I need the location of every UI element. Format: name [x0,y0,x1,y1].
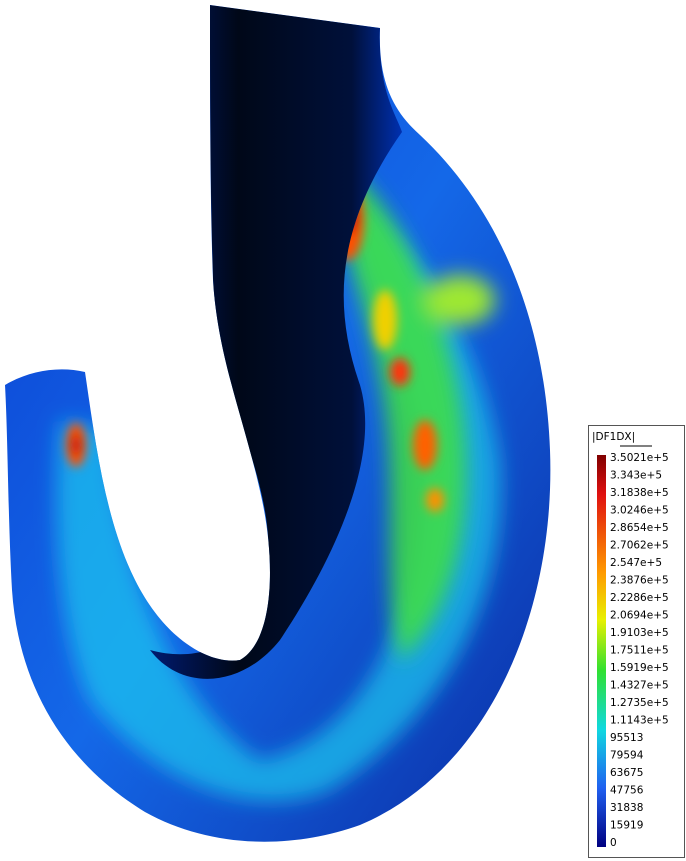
legend-label: 3.0246e+5 [610,505,669,517]
legend-label: 3.5021e+5 [610,452,669,464]
fea-view: |DF1DX| 3.5021e+5 3.343e+5 3.1838e+5 3.0246… [0,0,686,861]
color-bar [597,455,606,847]
page: |DF1DX| 3.5021e+5 3.343e+5 3.1838e+5 3.0246… [0,0,686,861]
legend-label: 95513 [610,732,643,744]
legend-label: 1.7511e+5 [610,645,669,657]
legend-label: 1.5919e+5 [610,662,669,674]
legend-label: 15919 [610,820,643,832]
legend-label: 1.1143e+5 [610,715,669,727]
legend: |DF1DX| 3.5021e+5 3.343e+5 3.1838e+5 3.0246… [589,426,685,858]
legend-label: 2.3876e+5 [610,575,669,587]
legend-label: 3.1838e+5 [610,487,669,499]
legend-label: 1.9103e+5 [610,627,669,639]
legend-label: 2.547e+5 [610,557,662,569]
legend-label: 31838 [610,802,643,814]
legend-label: 63675 [610,767,643,779]
legend-label: 1.2735e+5 [610,697,669,709]
legend-label: 1.4327e+5 [610,680,669,692]
legend-label: 2.2286e+5 [610,592,669,604]
legend-title: |DF1DX| [592,431,635,443]
legend-label: 2.0694e+5 [610,610,669,622]
hook [0,0,560,861]
legend-label: 79594 [610,750,644,762]
legend-label: 47756 [610,785,644,797]
legend-label: 3.343e+5 [610,470,662,482]
legend-label: 0 [610,837,617,849]
legend-label: 2.7062e+5 [610,540,669,552]
legend-label: 2.8654e+5 [610,522,669,534]
